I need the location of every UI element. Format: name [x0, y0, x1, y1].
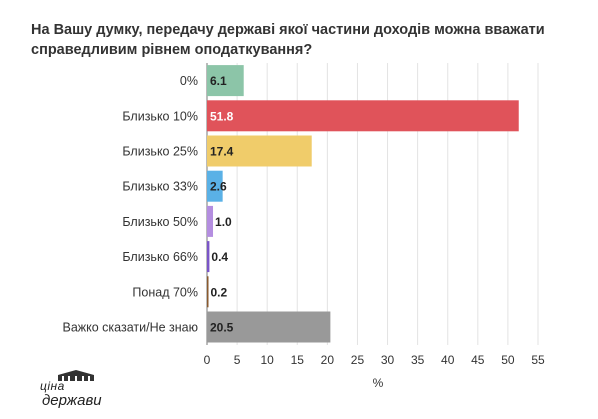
- data-label: 0.4: [211, 250, 228, 264]
- data-label: 1.0: [215, 215, 232, 229]
- data-label: 2.6: [210, 180, 227, 194]
- category-label: Близько 66%: [122, 250, 198, 264]
- bar: [207, 135, 312, 167]
- x-tick-label: 20: [321, 353, 335, 367]
- x-axis-label: %: [373, 376, 384, 390]
- x-tick-label: 35: [411, 353, 425, 367]
- x-tick-label: 25: [351, 353, 365, 367]
- bar: [207, 241, 210, 273]
- bar: [207, 276, 209, 308]
- data-label: 17.4: [210, 145, 234, 159]
- building-icon: [58, 370, 94, 381]
- x-tick-label: 55: [531, 353, 545, 367]
- data-label: 20.5: [210, 321, 234, 335]
- category-label: Понад 70%: [132, 285, 198, 299]
- bar: [207, 170, 223, 202]
- x-tick-label: 45: [471, 353, 485, 367]
- data-label: 0.2: [211, 285, 228, 299]
- category-label: Важко сказати/Не знаю: [63, 321, 199, 335]
- bar: [207, 100, 519, 132]
- bar: [207, 65, 244, 97]
- logo-text-top: ціна: [40, 379, 65, 393]
- logo-text-bottom: держави: [42, 392, 102, 409]
- x-tick-label: 5: [234, 353, 241, 367]
- category-label: 0%: [180, 74, 198, 88]
- data-label: 6.1: [210, 74, 227, 88]
- category-label: Близько 10%: [122, 109, 198, 123]
- category-label: Близько 25%: [122, 145, 198, 159]
- x-tick-label: 0: [204, 353, 211, 367]
- category-label: Близько 50%: [122, 215, 198, 229]
- logo: ціна держави: [36, 368, 102, 412]
- chart-title: На Вашу думку, передачу державі якої час…: [31, 22, 545, 58]
- category-label: Близько 33%: [122, 180, 198, 194]
- x-tick-label: 15: [291, 353, 305, 367]
- x-tick-label: 50: [501, 353, 515, 367]
- data-label: 51.8: [210, 109, 234, 123]
- bar: [207, 311, 331, 343]
- x-tick-label: 40: [441, 353, 455, 367]
- x-tick-label: 10: [261, 353, 275, 367]
- bar: [207, 205, 214, 237]
- x-tick-label: 30: [381, 353, 395, 367]
